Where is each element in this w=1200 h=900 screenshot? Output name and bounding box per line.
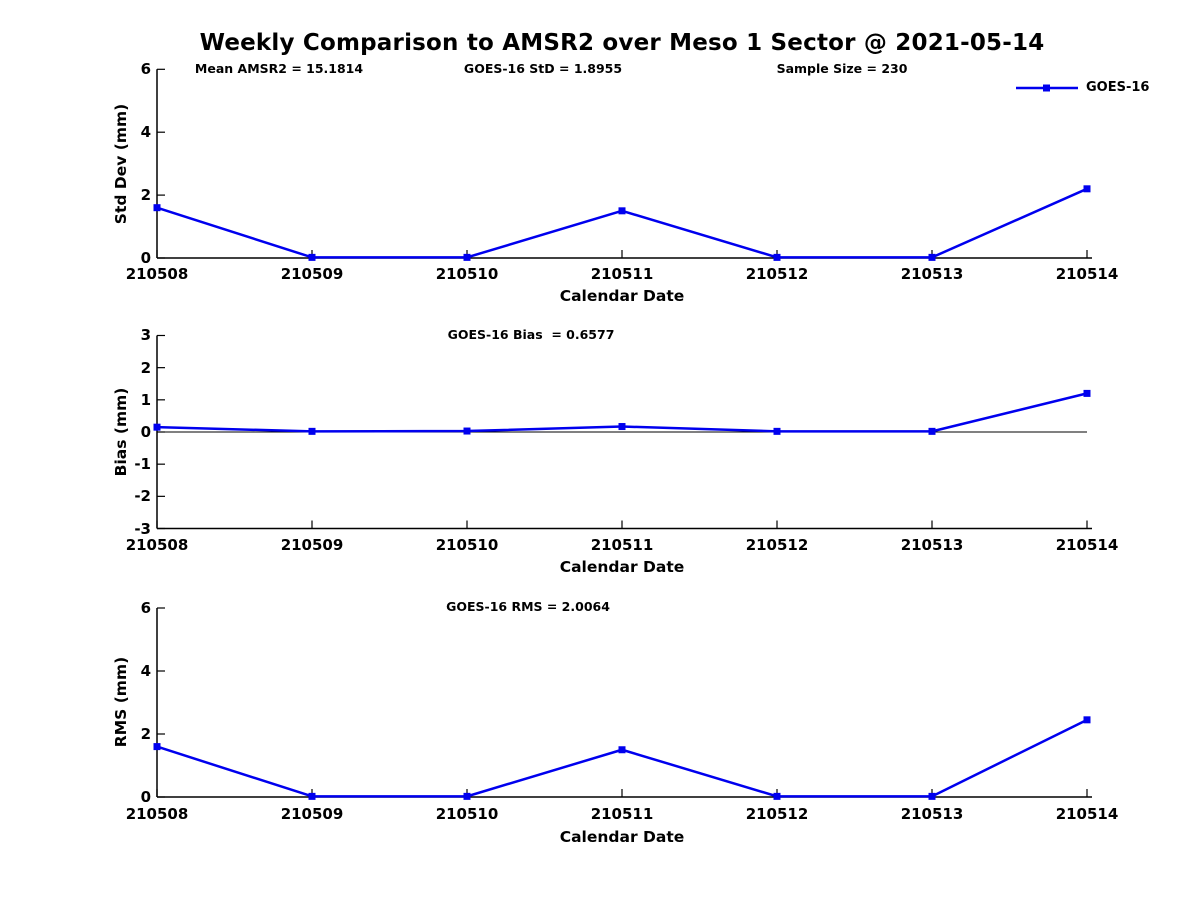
legend-marker-sample [1043, 84, 1050, 92]
y-tick-label: 2 [140, 186, 151, 205]
xaxis-label-top: Calendar Date [559, 287, 685, 305]
x-tick-label: 210512 [745, 805, 809, 823]
y-tick-label: 2 [140, 725, 151, 743]
x-tick-label: 210509 [280, 265, 344, 283]
series-line-goes16 [156, 187, 1088, 259]
data-point-marker [153, 204, 161, 212]
x-tick-label: 210508 [125, 265, 189, 283]
y-tick-label: 0 [140, 249, 151, 267]
data-point-marker [773, 253, 781, 261]
x-tick-label: 210511 [590, 805, 654, 823]
x-tick-label: 210511 [590, 265, 654, 283]
x-tick-label: 210514 [1055, 536, 1119, 554]
x-tick-label: 210512 [745, 536, 809, 554]
y-tick-label: 6 [140, 599, 151, 617]
y-tick-label: 0 [140, 788, 151, 806]
data-point-marker [308, 253, 316, 261]
x-tick-label: 210512 [745, 265, 809, 283]
x-tick-label: 210510 [435, 265, 499, 283]
y-tick-label: 2 [140, 358, 151, 377]
data-point-marker [773, 427, 781, 435]
data-point-marker [1083, 389, 1091, 397]
y-tick-label: -3 [134, 519, 151, 538]
data-point-marker [153, 743, 161, 751]
data-point-marker [153, 423, 161, 431]
y-tick-label: 1 [140, 390, 151, 409]
data-point-marker [463, 253, 471, 261]
x-tick-label: 210513 [900, 536, 964, 554]
figure-title: Weekly Comparison to AMSR2 over Meso 1 S… [199, 30, 1045, 56]
y-tick-label: 3 [140, 326, 151, 345]
annotation-goes16-rms: GOES-16 RMS = 2.0064 [446, 599, 610, 614]
xaxis-label-bottom: Calendar Date [559, 828, 685, 846]
data-point-marker [308, 792, 316, 800]
xaxis-label-middle: Calendar Date [559, 558, 685, 576]
x-tick-label: 210509 [280, 805, 344, 823]
annotation-mean-amsr2: Mean AMSR2 = 15.1814 [194, 61, 364, 76]
data-point-marker [928, 253, 936, 261]
data-point-marker [618, 423, 626, 431]
y-tick-label: 4 [140, 662, 151, 680]
x-tick-label: 210508 [125, 536, 189, 554]
annotation-goes16-bias: GOES-16 Bias = 0.6577 [447, 327, 615, 342]
y-tick-label: -1 [134, 455, 151, 474]
x-tick-label: 210510 [435, 536, 499, 554]
legend-entry-goes16: GOES-16 [1086, 80, 1150, 95]
data-point-marker [308, 427, 316, 435]
data-point-marker [928, 427, 936, 435]
y-tick-label: 0 [140, 423, 151, 441]
x-tick-label: 210514 [1055, 265, 1119, 283]
series-line-goes16 [156, 718, 1088, 798]
x-tick-label: 210511 [590, 536, 654, 554]
x-tick-label: 210514 [1055, 805, 1119, 823]
data-point-marker [1083, 185, 1091, 193]
yaxis-label-stddev: Std Dev (mm) [112, 103, 130, 225]
data-point-marker [463, 427, 471, 435]
data-point-marker [618, 207, 626, 215]
y-tick-label: 4 [140, 123, 151, 142]
data-point-marker [463, 792, 471, 800]
data-point-marker [928, 792, 936, 800]
data-point-marker [618, 746, 626, 754]
x-tick-label: 210513 [900, 805, 964, 823]
data-point-marker [773, 792, 781, 800]
x-tick-label: 210513 [900, 265, 964, 283]
data-point-marker [1083, 716, 1091, 724]
annotation-sample-size: Sample Size = 230 [776, 61, 908, 76]
x-tick-label: 210508 [125, 805, 189, 823]
y-tick-label: 6 [140, 60, 151, 79]
y-tick-label: -2 [134, 487, 151, 506]
x-tick-label: 210509 [280, 536, 344, 554]
annotation-goes16-std: GOES-16 StD = 1.8955 [463, 61, 623, 76]
x-tick-label: 210510 [435, 805, 499, 823]
